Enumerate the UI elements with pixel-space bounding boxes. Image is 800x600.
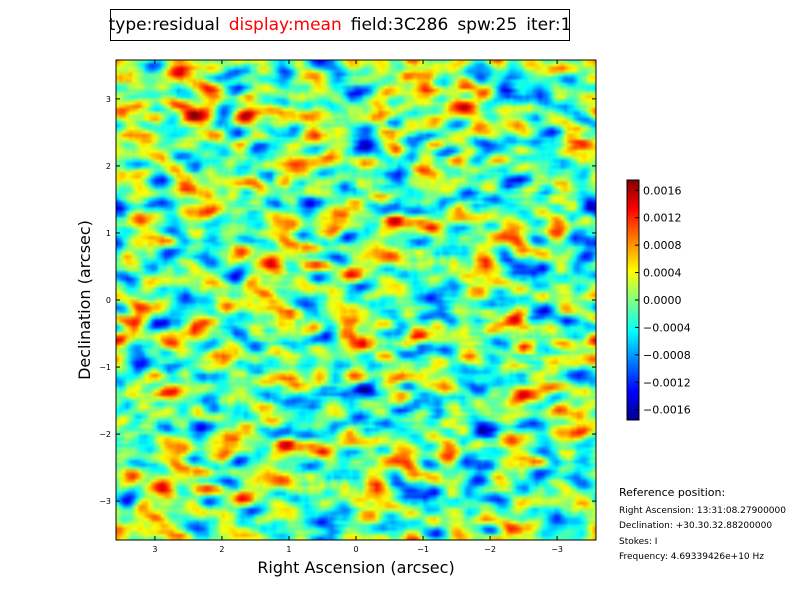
colorbar-tick-label: 0.0008 (643, 239, 682, 252)
y-tick-label: 3 (106, 95, 111, 104)
y-tick-label: −3 (99, 497, 111, 506)
colorbar (627, 180, 639, 420)
title-iter: iter:1 (526, 15, 572, 35)
reference-frequency: Frequency: 4.69339426e+10 Hz (619, 552, 765, 562)
x-tick-label: 3 (152, 545, 157, 554)
x-tick-label: 0 (353, 545, 358, 554)
colorbar-tick-label: −0.0008 (643, 349, 691, 362)
y-tick-label: −1 (99, 363, 111, 372)
x-axis-label: Right Ascension (arcsec) (257, 558, 454, 577)
colorbar-tick-label: 0.0016 (643, 184, 682, 197)
plot-title: type:residual display:mean field:3C286 s… (108, 9, 572, 41)
title-type: type:residual (108, 15, 220, 35)
y-tick-label: 0 (106, 296, 111, 305)
colorbar-tick-label: 0.0012 (643, 212, 682, 225)
y-axis-label: Declination (arcsec) (75, 220, 94, 380)
x-tick-label: −1 (417, 545, 429, 554)
x-tick-label: 1 (286, 545, 291, 554)
x-tick-label: 2 (219, 545, 224, 554)
y-tick-label: 2 (106, 162, 111, 171)
colorbar-tick-label: −0.0012 (643, 376, 691, 389)
title-spw: spw:25 (457, 15, 518, 35)
title-field: field:3C286 (350, 15, 449, 35)
image-area (116, 60, 596, 540)
colorbar-tick-label: 0.0004 (643, 267, 682, 280)
reference-ra: Right Ascension: 13:31:08.27900000 (619, 505, 786, 516)
reference-dec: Declination: +30.30.32.88200000 (619, 521, 773, 531)
reference-stokes: Stokes: I (619, 536, 658, 547)
x-tick-label: −3 (551, 545, 563, 554)
colorbar-tick-label: −0.0016 (643, 404, 691, 417)
colorbar-tick-label: −0.0004 (643, 321, 691, 334)
reference-heading: Reference position: (619, 486, 726, 499)
reference-position-panel: Reference position: Right Ascension: 13:… (619, 485, 786, 566)
title-display: display:mean (228, 15, 342, 35)
x-tick-label: −2 (484, 545, 496, 554)
y-tick-label: 1 (106, 229, 111, 238)
colorbar-tick-label: 0.0000 (643, 294, 682, 307)
y-tick-label: −2 (99, 430, 111, 439)
